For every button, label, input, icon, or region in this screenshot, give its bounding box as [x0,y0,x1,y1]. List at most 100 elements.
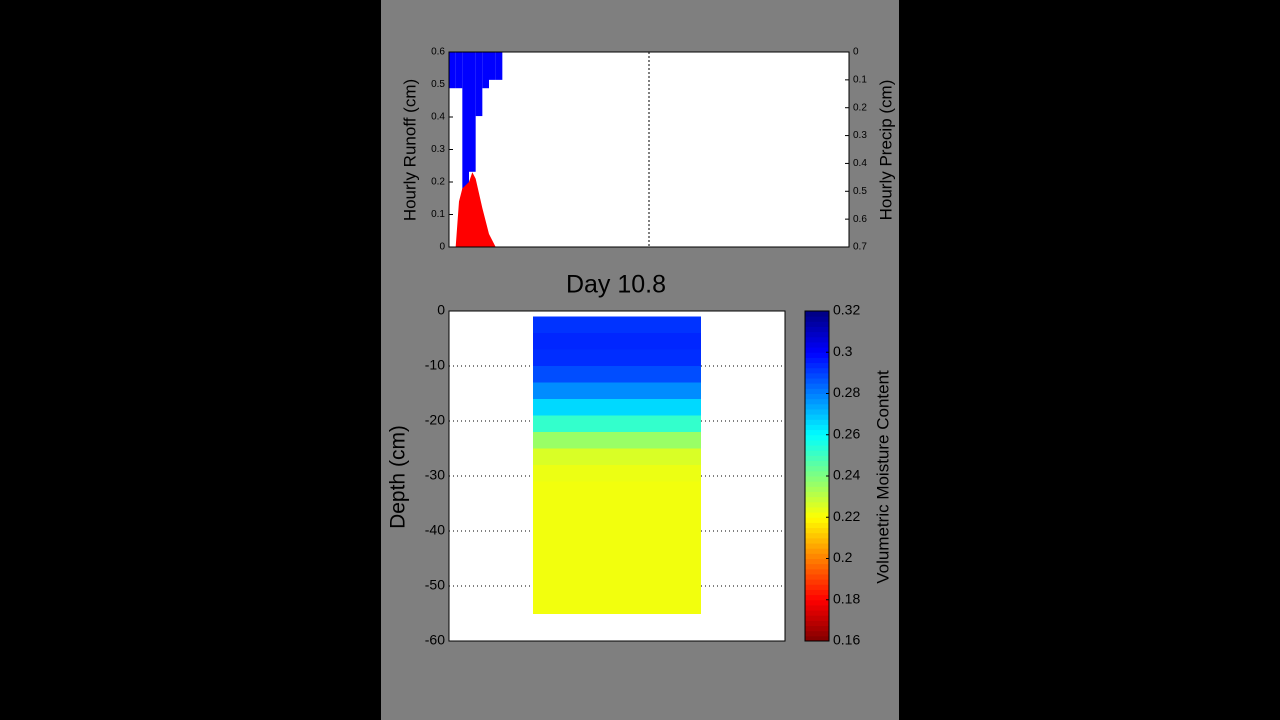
colorbar-segment [805,537,829,544]
y2-tick-label: 0.2 [853,102,867,113]
y-tick-label: -10 [425,357,445,373]
precip-bar [455,52,463,89]
colorbar-tick-label: 0.16 [833,632,860,648]
colorbar-segment [805,434,829,441]
moisture-cell [533,399,701,416]
colorbar-segment [805,548,829,554]
y2-tick-label: 0.1 [853,74,867,85]
y-tick-label: 0.5 [431,79,445,90]
runoff-area [455,172,496,247]
y2-tick-label: 0.3 [853,130,867,141]
colorbar-segment [805,470,829,477]
colorbar-segment [805,445,829,451]
moisture-cell [533,531,701,548]
y-tick-label: -60 [425,632,445,648]
moisture-cell [533,448,701,466]
y2-tick-label: 0 [853,47,859,58]
colorbar-segment [805,527,829,534]
colorbar-segment [805,429,829,436]
y-tick-label: -50 [425,577,445,593]
colorbar-segment [805,615,829,621]
colorbar-segment [805,419,829,425]
colorbar-segment [805,610,829,616]
colorbar-segment [805,486,829,492]
moisture-cell [533,564,701,581]
colorbar-tick-label: 0.24 [833,467,860,483]
moisture-cell [533,498,701,515]
colorbar-segment [805,357,829,364]
y2-tick-label: 0.4 [853,158,867,169]
bottom-plot-frame [448,310,786,642]
y-tick-label: 0 [439,242,445,253]
colorbar-segment [805,568,829,575]
colorbar-segment [805,341,829,348]
colorbar-segment [805,553,829,559]
y-axis-label: Hourly Runoff (cm) [400,79,419,221]
colorbar-segment [805,579,829,585]
colorbar-segment [805,599,829,606]
colorbar-segment [805,460,829,467]
precip-bar [482,52,489,89]
moisture-cell [533,415,701,433]
y-axis-label: Depth (cm) [387,425,410,529]
colorbar-tick-label: 0.22 [833,508,860,524]
colorbar-segment [805,512,829,518]
colorbar-segment [805,589,829,596]
colorbar-segment [805,481,829,487]
y2-axis-label: Hourly Precip (cm) [876,80,895,221]
colorbar-segment [805,501,829,508]
colorbar-label: Volumetric Moisture Content [873,370,892,584]
colorbar-tick-label: 0.3 [833,343,853,359]
moisture-cell [533,465,701,482]
colorbar-segment [805,367,829,374]
colorbar-segment [805,630,829,637]
colorbar-segment [805,573,829,580]
colorbar-segment [805,496,829,503]
colorbar-segment [805,543,829,549]
moisture-cell [533,366,701,383]
colorbar-tick-label: 0.26 [833,425,860,441]
y-tick-label: 0.6 [431,47,445,58]
colorbar-segment [805,517,829,523]
colorbar-segment [805,558,829,565]
y-tick-label: 0 [437,302,445,318]
precip-bar [462,52,469,192]
colorbar-segment [805,450,829,456]
colorbar-segment [805,336,829,343]
y-tick-label: 0.3 [431,144,445,155]
colorbar-segment [805,331,829,338]
y2-tick-label: 0.6 [853,214,867,225]
colorbar-segment [805,506,829,513]
moisture-cell [533,333,701,350]
precip-bar [489,52,496,80]
colorbar-segment [805,393,829,400]
colorbar-segment [805,316,829,322]
y-tick-label: -30 [425,467,445,483]
colorbar-segment [805,352,829,358]
top-plot-frame [448,51,850,248]
colorbar-tick-label: 0.28 [833,384,860,400]
colorbar-segment [805,321,829,327]
colorbar-segment [805,635,829,642]
moisture-cell [533,382,701,400]
precip-bar [475,52,483,117]
colorbar-segment [805,522,829,529]
y-tick-label: 0.2 [431,177,445,188]
colorbar-segment [805,584,829,590]
colorbar-segment [805,326,829,333]
colorbar-segment [805,414,829,420]
y-tick-label: 0.1 [431,209,445,220]
y-tick-label: -40 [425,522,445,538]
colorbar-segment [805,455,829,462]
moisture-cell [533,481,701,499]
colorbar-segment [805,620,829,627]
y2-tick-label: 0.7 [853,242,867,253]
precip-bar [495,52,503,80]
colorbar-tick-label: 0.18 [833,590,860,606]
colorbar-segment [805,311,829,317]
colorbar-segment [805,408,829,415]
colorbar-segment [805,476,829,482]
colorbar-segment [805,594,829,601]
moisture-cell [533,580,701,598]
